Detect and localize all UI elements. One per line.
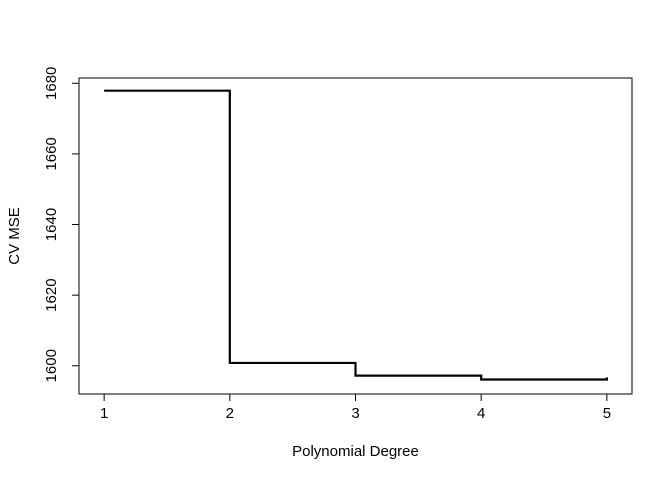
y-tick-label: 1680 — [43, 67, 60, 100]
plot-box — [78, 77, 633, 395]
x-axis: 1 2 3 4 5 — [100, 393, 611, 422]
y-axis: 1600 1620 1640 1660 1680 — [43, 67, 80, 382]
series-group — [104, 89, 608, 381]
x-tick-label: 5 — [603, 405, 611, 422]
x-axis-label: Polynomial Degree — [292, 443, 419, 460]
x-tick-label: 1 — [100, 405, 108, 422]
y-tick-label: 1620 — [43, 278, 60, 311]
y-tick-label: 1660 — [43, 137, 60, 170]
series-step-line — [104, 89, 608, 381]
x-tick-label: 4 — [477, 405, 485, 422]
x-tick-label: 2 — [226, 405, 234, 422]
y-axis-label: CV MSE — [6, 207, 23, 265]
y-tick-label: 1600 — [43, 349, 60, 382]
y-tick-label: 1640 — [43, 208, 60, 241]
x-tick-label: 3 — [351, 405, 359, 422]
